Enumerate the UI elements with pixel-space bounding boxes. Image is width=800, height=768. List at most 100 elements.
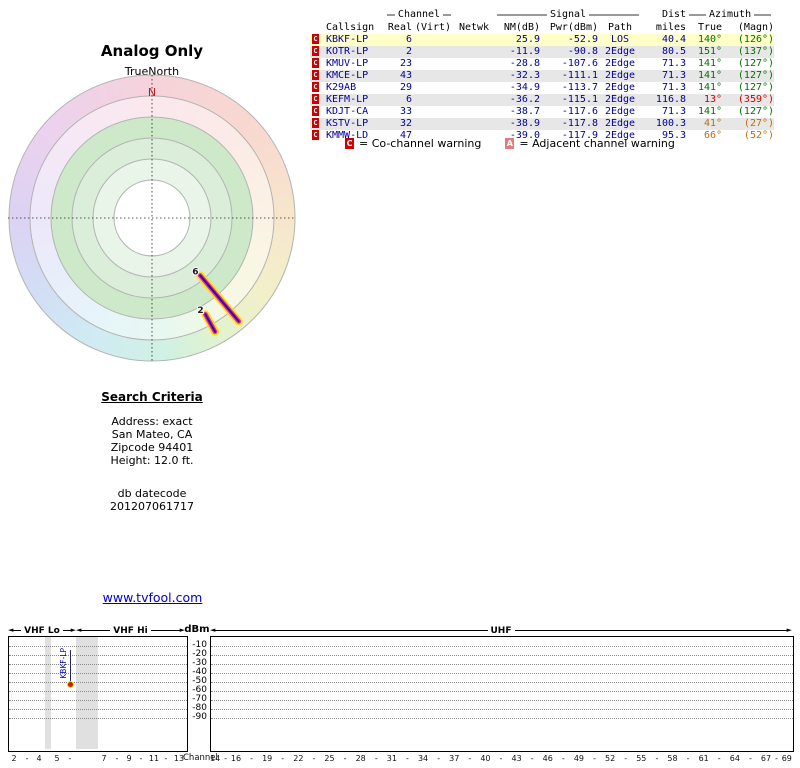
- cell-nm_db: -38.9: [509, 118, 540, 129]
- header-rule: [387, 13, 395, 16]
- cell-az_true: 141°: [697, 106, 723, 117]
- dbm-axis-label: dBm: [184, 624, 210, 635]
- arrow-line: [81, 630, 111, 631]
- cell-warning: C: [310, 106, 324, 118]
- criteria-city: San Mateo, CA: [111, 428, 193, 441]
- dbm-gridline: [211, 709, 793, 710]
- cell-az_magn: (127°): [737, 58, 775, 69]
- col-warning: [310, 21, 324, 34]
- channel-tick-label: 61: [698, 754, 709, 763]
- arrow-line: [62, 630, 71, 631]
- dbm-gridline: [9, 700, 187, 701]
- col-nm-db: NM(dB): [503, 22, 540, 33]
- cell-warning: C: [310, 58, 324, 70]
- vhf-hi-span: ◄ VHF Hi ►: [76, 625, 185, 636]
- col-callsign: Callsign: [326, 22, 375, 33]
- group-label-azimuth: Azimuth: [708, 9, 752, 20]
- channel-tick-label: -: [561, 754, 565, 763]
- tvfool-link[interactable]: www.tvfool.com: [102, 590, 203, 605]
- criteria-address: Address: exact: [111, 415, 193, 428]
- datecode-label: db datecode: [117, 487, 187, 500]
- dbm-tick-label: -40: [192, 667, 207, 677]
- dbm-gridline: [9, 709, 187, 710]
- dbm-tick-label: -20: [192, 649, 207, 659]
- uhf-band-header: ◄ UHF ►: [210, 625, 792, 636]
- cell-az_true: 141°: [697, 70, 723, 81]
- arrow-line: [215, 630, 488, 631]
- cell-warning: C: [310, 70, 324, 82]
- stations-tbody: C KBKF-LP 6 25.9 -52.9 LOS 40.4 140° (126°) C KOTR…: [310, 34, 775, 142]
- cell-az_magn: (127°): [737, 106, 775, 117]
- group-header-signal: Signal: [494, 8, 642, 21]
- channel-tick-label: 37: [449, 754, 460, 763]
- cell-path: 2Edge: [604, 94, 636, 105]
- col-pwr-dbm: Pwr(dBm): [549, 22, 598, 33]
- cell-pwr_dbm: -52.9: [567, 34, 598, 45]
- cell-warning: C: [310, 46, 324, 58]
- cell-netwk: [454, 82, 494, 94]
- cell-path: 2Edge: [604, 106, 636, 117]
- cell-real: 6: [405, 94, 412, 105]
- channel-tick-label: -: [25, 754, 29, 763]
- header-rule: [497, 13, 547, 16]
- channel-tick-label: 11: [148, 754, 160, 763]
- channel-tick-label: 13: [173, 754, 185, 763]
- cell-virt: [412, 34, 454, 46]
- station-row: C KBKF-LP 6 25.9 -52.9 LOS 40.4 140° (126°): [310, 34, 775, 46]
- signal-line: [69, 650, 71, 685]
- cell-miles: 100.3: [655, 118, 687, 129]
- radar-signal-line: [199, 274, 240, 323]
- cell-nm_db: 25.9: [515, 34, 540, 45]
- vhf-lo-label: VHF Lo: [24, 625, 60, 636]
- channel-tick-label: 4: [36, 754, 42, 763]
- arrow-line: [150, 630, 180, 631]
- cell-path: 2Edge: [604, 46, 636, 57]
- cell-az_magn: (137°): [737, 46, 775, 57]
- channel-tick-label: -: [164, 754, 168, 763]
- cell-az_magn: (127°): [737, 82, 775, 93]
- col-az-magn: (Magn): [737, 22, 775, 33]
- radar-channel-label: 6: [192, 267, 198, 277]
- search-criteria-title: Search Criteria: [101, 390, 203, 404]
- column-header-row: Callsign Real (Virt) Netwk NM(dB) Pwr(dB…: [310, 21, 774, 34]
- co-channel-warning-badge: C: [312, 118, 319, 128]
- arrow-left-icon: ◄: [76, 626, 82, 634]
- co-channel-warning-badge: C: [312, 34, 319, 44]
- vhf-panel: KBKF-LP: [8, 636, 188, 752]
- vhf-hi-label: VHF Hi: [113, 625, 148, 636]
- cell-nm_db: -34.9: [509, 82, 540, 93]
- channel-tick-label: 58: [667, 754, 678, 763]
- channel-tick-label: 19: [262, 754, 273, 763]
- cell-callsign: KMMW-LD: [326, 130, 369, 141]
- channel-tick-label: 9: [126, 754, 132, 763]
- cell-miles: 80.5: [661, 46, 687, 57]
- station-row: C K29AB 29 -34.9 -113.7 2Edge 71.3 141° (127°): [310, 82, 774, 94]
- cell-netwk: [454, 70, 494, 82]
- channel-tick-label: 14: [210, 754, 221, 763]
- dbm-tick-label: -60: [192, 685, 207, 695]
- uhf-panel: [210, 636, 794, 752]
- channel-axis-label: Channel: [183, 753, 218, 763]
- radar-signal-line: [204, 313, 217, 333]
- dbm-gridline: [211, 673, 793, 674]
- co-channel-warning-badge: C: [312, 70, 319, 80]
- group-header-spacer: [310, 8, 384, 21]
- cell-real: 23: [399, 58, 412, 69]
- channel-tick-label: -: [115, 754, 119, 763]
- cell-az_true: 151°: [697, 46, 723, 57]
- col-virt: (Virt): [414, 22, 452, 33]
- group-header-row: Channel Signal Dist Azimuth: [310, 8, 774, 21]
- datecode: db datecode 201207061717: [52, 487, 252, 513]
- cell-virt: [412, 46, 454, 58]
- channel-tick-label: 46: [542, 754, 553, 763]
- cell-netwk: [454, 46, 494, 58]
- channel-tick-label: -: [281, 754, 285, 763]
- cell-az_magn: (127°): [737, 70, 775, 81]
- dbm-tick-label: -50: [192, 676, 207, 686]
- cell-callsign: KMCE-LP: [326, 70, 369, 81]
- arrow-right-icon: ►: [179, 626, 185, 634]
- co-channel-warning-badge: C: [312, 106, 319, 116]
- channel-tick-label: 22: [293, 754, 304, 763]
- cell-real: 2: [405, 46, 412, 57]
- stations-table: Channel Signal Dist Azimuth Callsign Rea…: [310, 8, 775, 142]
